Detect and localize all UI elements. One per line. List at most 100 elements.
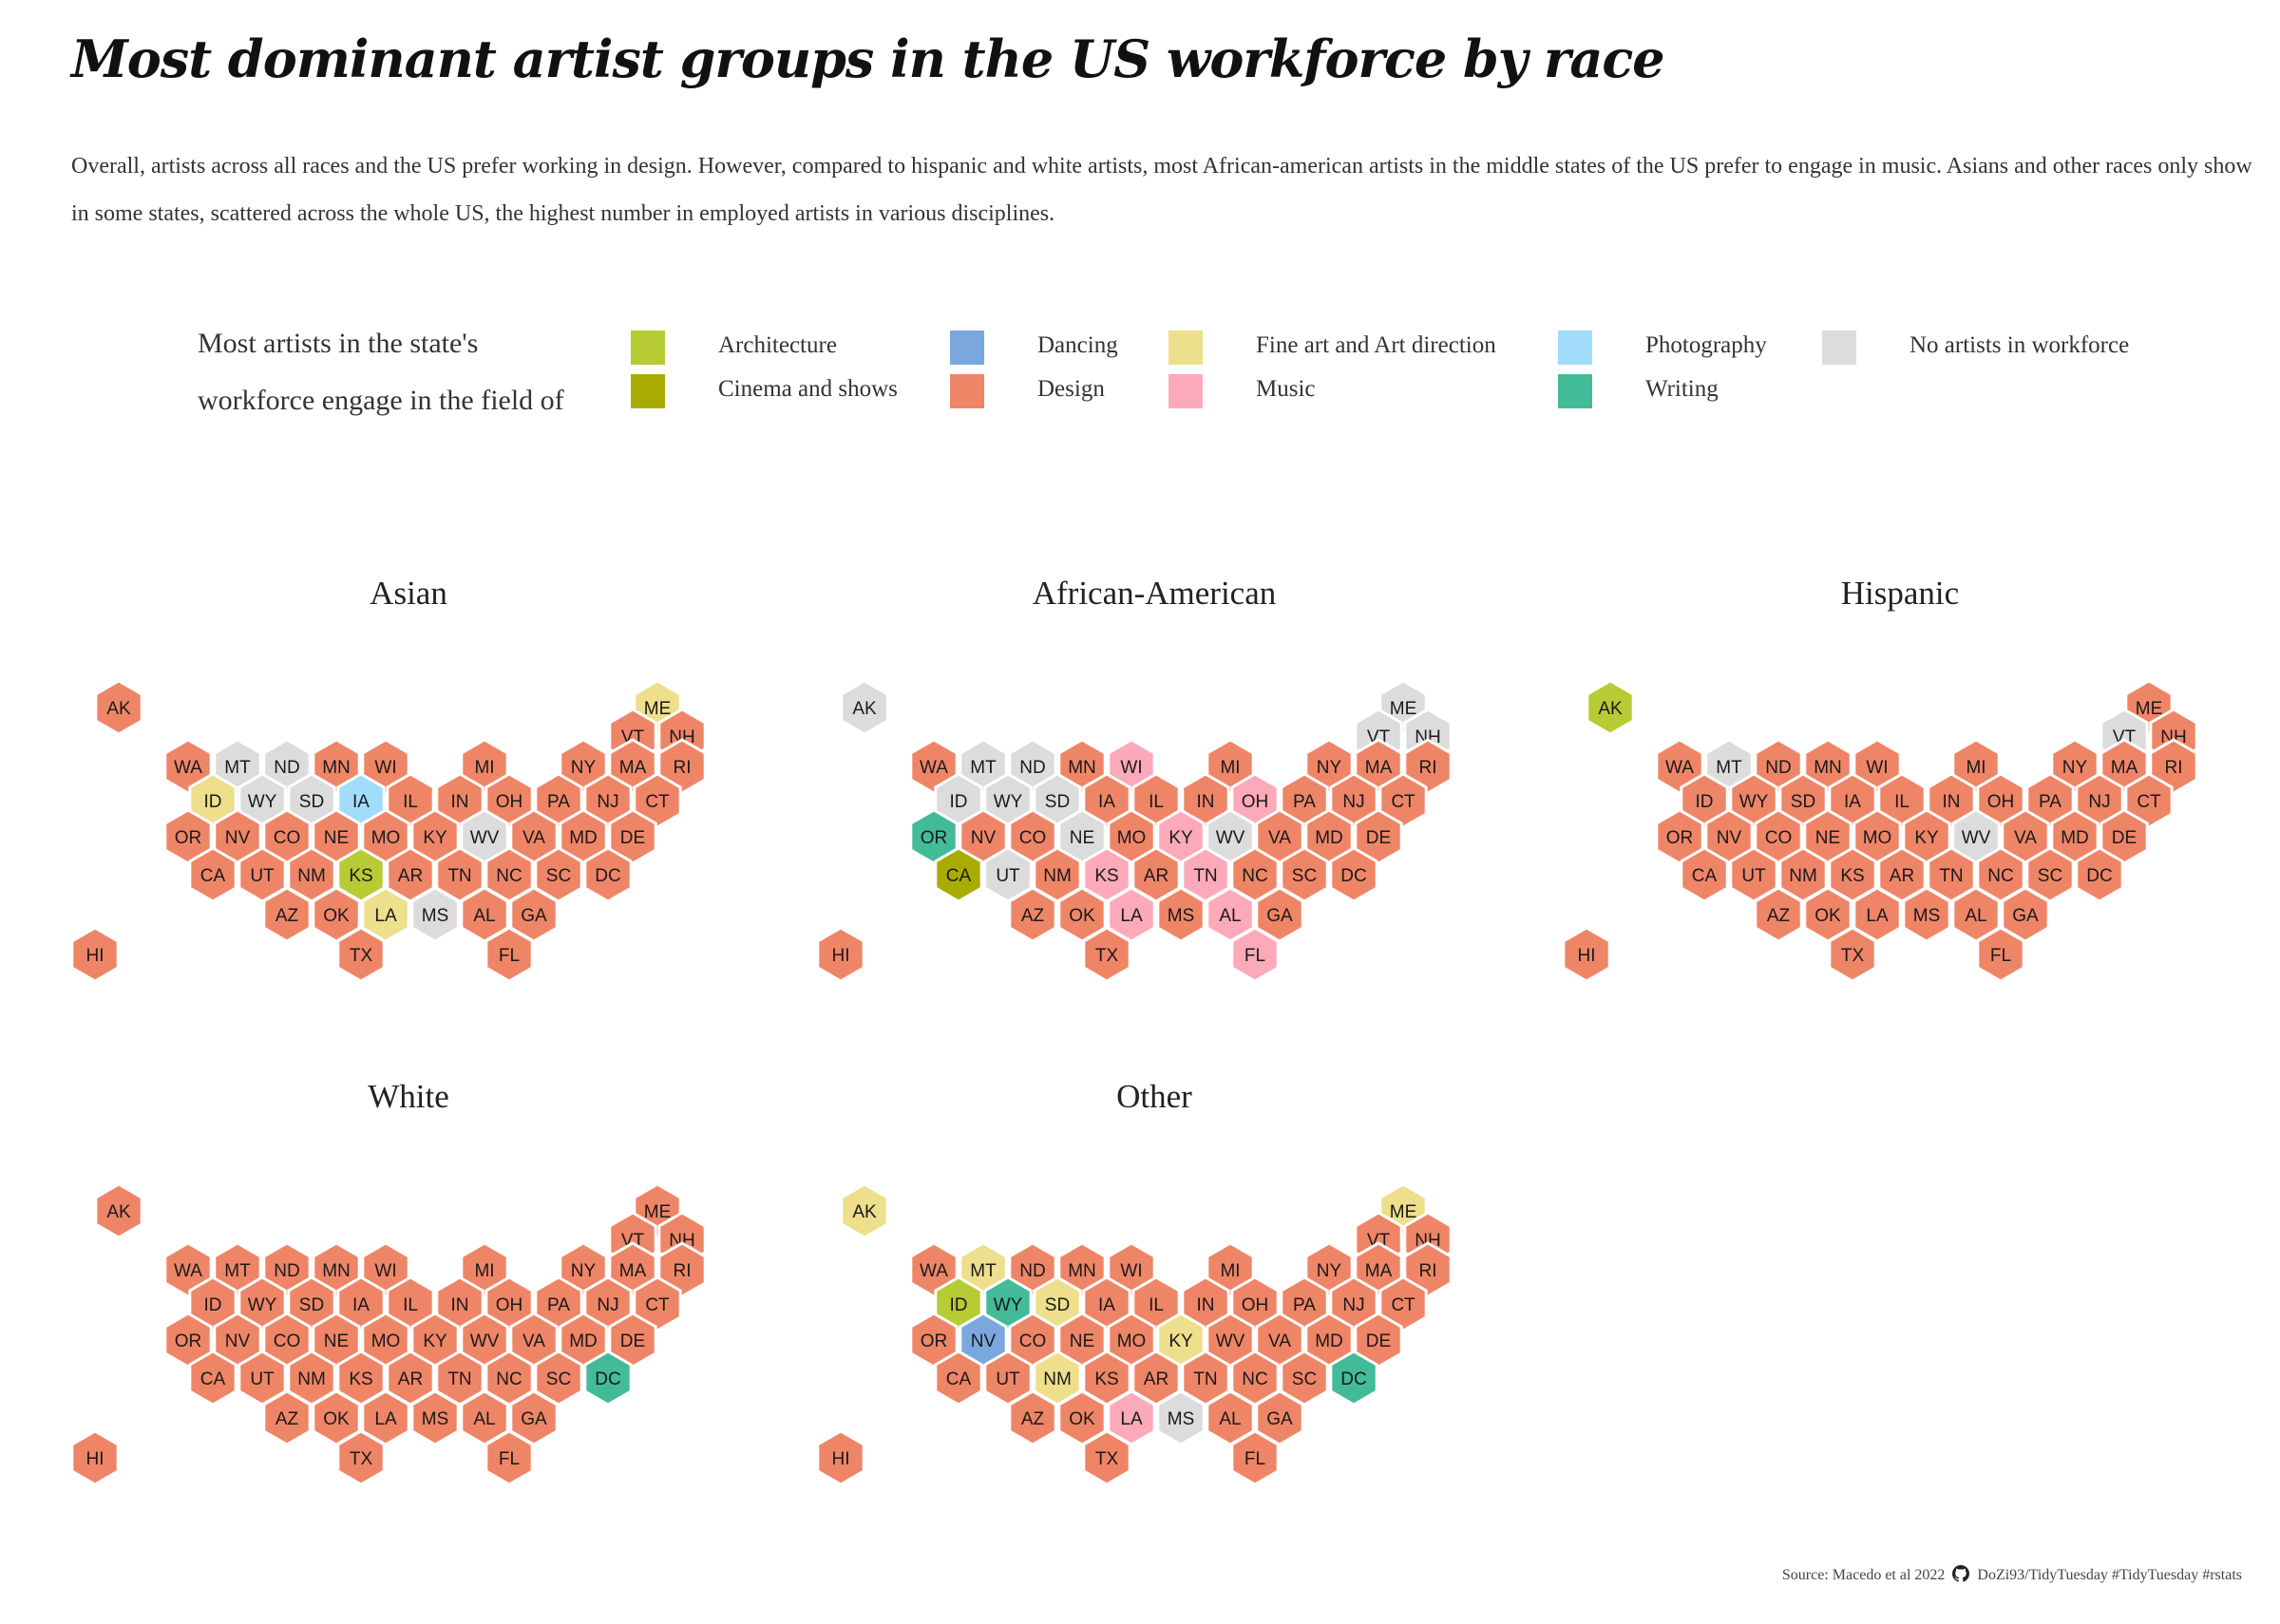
state-hex-shape — [1057, 1312, 1107, 1369]
state-hex-shape — [1877, 846, 1927, 903]
state-label: LA — [374, 906, 397, 926]
state-hex-ok: OK — [1057, 1389, 1107, 1446]
state-hex-shape — [1107, 738, 1156, 795]
caption: Source: Macedo et al 2022 DoZi93/TidyTue… — [1782, 1565, 2242, 1584]
state-hex-hi: HI — [816, 926, 865, 983]
state-hex-nj: NJ — [583, 772, 633, 829]
state-hex-ky: KY — [1902, 808, 1951, 865]
state-hex-shape — [1754, 886, 1803, 943]
state-hex-fl: FL — [1230, 1429, 1280, 1486]
state-hex-shape — [336, 772, 386, 829]
state-label: PA — [547, 1295, 570, 1315]
state-hex-shape — [460, 808, 509, 865]
state-hex-ms: MS — [410, 886, 460, 943]
state-label: NC — [496, 1369, 522, 1389]
state-hex-shape — [1704, 738, 1754, 795]
state-hex-shape — [213, 808, 262, 865]
state-hex-shape — [608, 1312, 657, 1369]
state-hex-shape — [1008, 886, 1057, 943]
state-hex-nc: NC — [484, 1350, 534, 1407]
state-hex-mi: MI — [460, 1241, 509, 1298]
state-label: IL — [1149, 1295, 1164, 1315]
state-hex-md: MD — [1304, 808, 1354, 865]
state-hex-wi: WI — [1107, 738, 1156, 795]
state-hex-shape — [1230, 926, 1280, 983]
state-hex-shape — [1729, 846, 1778, 903]
state-hex-in: IN — [1181, 1275, 1230, 1332]
state-label: CT — [645, 1295, 670, 1315]
state-hex-ak: AK — [840, 1182, 889, 1239]
state-label: MO — [1863, 828, 1892, 848]
chart-title: Most dominant artist groups in the US wo… — [71, 28, 1665, 89]
github-icon — [1952, 1565, 1970, 1582]
state-hex-or: OR — [1655, 808, 1704, 865]
state-hex-shape — [1082, 1429, 1131, 1486]
state-hex-wi: WI — [1107, 1241, 1156, 1298]
state-label: TX — [1841, 946, 1865, 966]
state-hex-wv: WV — [460, 808, 509, 865]
state-hex-shape — [509, 808, 559, 865]
state-hex-shape — [1655, 808, 1704, 865]
state-label: DE — [620, 1331, 645, 1351]
state-hex-shape — [410, 808, 460, 865]
state-hex-wy: WY — [983, 772, 1033, 829]
state-label: DE — [2112, 828, 2137, 848]
state-hex-sc: SC — [2025, 846, 2075, 903]
state-hex-shape — [1655, 738, 1704, 795]
legend-swatch — [631, 330, 665, 365]
state-label: OH — [1987, 792, 2015, 812]
state-hex-shape — [1378, 1275, 1428, 1332]
state-hex-az: AZ — [1754, 886, 1803, 943]
state-hex-shape — [1057, 1241, 1107, 1298]
state-hex-shape — [1230, 772, 1280, 829]
state-label: HI — [832, 1449, 850, 1469]
state-hex-shape — [484, 846, 534, 903]
state-label: ME — [2136, 699, 2163, 719]
state-hex-mt: MT — [1704, 738, 1754, 795]
state-hex-de: DE — [1354, 1312, 1403, 1369]
state-hex-shape — [484, 1275, 534, 1332]
state-label: HI — [1578, 946, 1596, 966]
state-hex-az: AZ — [1008, 1389, 1057, 1446]
state-hex-shape — [1033, 1350, 1082, 1407]
state-hex-shape — [633, 772, 682, 829]
state-hex-ms: MS — [1156, 1389, 1206, 1446]
state-label: ID — [204, 792, 222, 812]
state-hex-shape — [1057, 738, 1107, 795]
state-hex-ca: CA — [934, 1350, 983, 1407]
state-hex-shape — [336, 846, 386, 903]
state-label: NY — [1317, 1261, 1342, 1281]
state-hex-shape — [312, 1312, 361, 1369]
state-hex-shape — [2149, 738, 2198, 795]
state-hex-shape — [435, 846, 484, 903]
state-hex-nv: NV — [959, 808, 1008, 865]
state-label: KS — [1094, 1369, 1118, 1389]
state-hex-ne: NE — [1803, 808, 1852, 865]
state-hex-shape — [1131, 1275, 1181, 1332]
state-hex-shape — [361, 886, 410, 943]
state-hex-or: OR — [909, 1312, 959, 1369]
state-hex-ar: AR — [1131, 846, 1181, 903]
state-label: ME — [1390, 1202, 1417, 1222]
state-hex-pa: PA — [1280, 1275, 1329, 1332]
state-hex-shape — [559, 738, 608, 795]
state-hex-shape — [1107, 808, 1156, 865]
state-hex-shape — [1280, 846, 1329, 903]
state-hex-shape — [1951, 738, 2001, 795]
state-hex-wi: WI — [361, 1241, 410, 1298]
legend-label: Fine art and Art direction — [1256, 332, 1496, 358]
state-hex-ca: CA — [188, 1350, 238, 1407]
state-hex-shape — [1082, 926, 1131, 983]
state-label: CO — [274, 828, 301, 848]
state-hex-ma: MA — [1354, 738, 1403, 795]
state-hex-shape — [559, 1312, 608, 1369]
state-hex-shape — [1206, 1312, 1255, 1369]
state-label: TN — [1193, 1369, 1217, 1389]
state-hex-az: AZ — [262, 886, 312, 943]
state-hex-id: ID — [1680, 772, 1729, 829]
state-label: MA — [2111, 758, 2138, 778]
state-hex-wv: WV — [1951, 808, 2001, 865]
state-hex-tn: TN — [435, 846, 484, 903]
panel-title: African-American — [1032, 575, 1277, 612]
